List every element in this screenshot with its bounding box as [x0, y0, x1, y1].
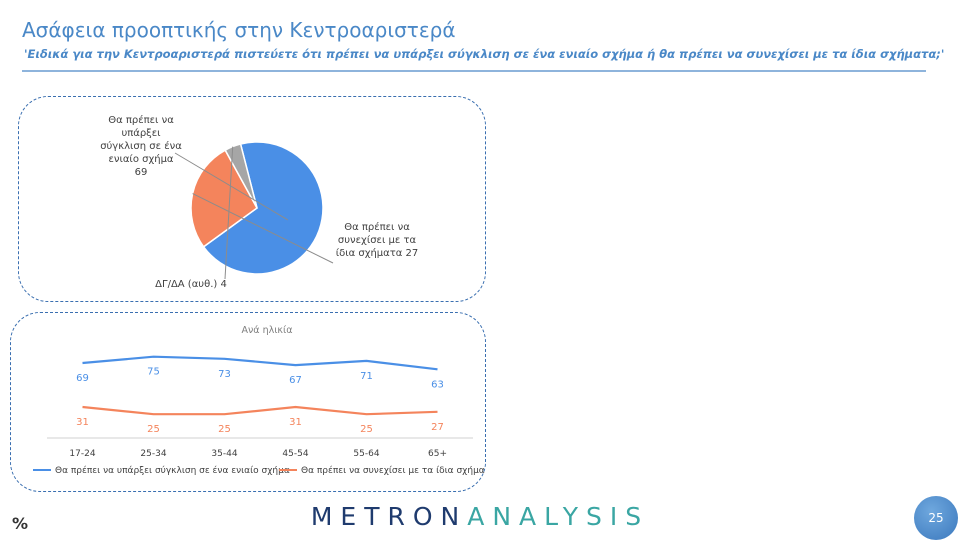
pie-chart: Θα πρέπει να υπάρξει σύγκλιση σε ένα ενιαίο… — [100, 114, 419, 290]
series-continue-line — [82, 405, 438, 416]
page-title: Ασάφεια προοπτικής στην Κεντροαριστερά — [22, 18, 456, 42]
pie-label-continue: Θα πρέπει να συνεχίσει με τα ίδια σχήματα … — [336, 221, 419, 259]
series-continue-legend-label: Θα πρέπει να συνεχίσει με τα ίδια σχήματ… — [301, 465, 485, 476]
series-convergence-value-label: 69 — [76, 373, 89, 384]
series-continue-value-label: 25 — [218, 424, 231, 435]
series-continue-value-label: 31 — [289, 417, 302, 428]
series-convergence-value-label: 73 — [218, 369, 231, 380]
series-convergence-value-label: 63 — [431, 379, 444, 390]
x-tick-label: 35-44 — [211, 449, 237, 459]
pie-leader-convergence — [174, 152, 289, 221]
series-convergence-line — [82, 355, 438, 371]
percent-symbol: % — [12, 514, 29, 533]
x-tick-label: 55-64 — [353, 449, 379, 459]
x-tick-label: 45-54 — [282, 449, 308, 459]
line-chart-title: Ανά ηλικία — [241, 325, 292, 336]
series-convergence-legend-label: Θα πρέπει να υπάρξει σύγκλιση σε ένα ενι… — [55, 465, 290, 476]
brand-logo: METRONANALYSIS — [0, 502, 960, 531]
question-subtitle: 'Ειδικά για την Κεντροαριστερά πιστεύετε… — [24, 47, 945, 61]
pie-slice-dk-na — [224, 143, 258, 209]
series-convergence-value-label: 67 — [289, 375, 302, 386]
line-chart: Ανά ηλικία 69 75 73 67 71 63 31 25 25 31 25 27 17-24… — [33, 325, 496, 476]
header-divider — [22, 70, 926, 72]
x-tick-label: 25-34 — [140, 449, 166, 459]
series-continue-value-label: 27 — [431, 422, 444, 433]
pie-label-dk-na: ΔΓ/ΔΑ (αυθ.) 4 — [155, 279, 227, 290]
x-tick-label: 17-24 — [69, 449, 95, 459]
series-continue-value-label: 25 — [360, 424, 373, 435]
series-convergence-value-label: 75 — [147, 367, 160, 378]
brand-logo-dark: METRON — [310, 502, 468, 531]
x-tick-label: 65+ — [428, 449, 447, 459]
pie-chart-panel: Θα πρέπει να υπάρξει σύγκλιση σε ένα ενιαίο… — [18, 96, 486, 302]
series-continue-value-label: 25 — [147, 424, 160, 435]
series-convergence-value-label: 71 — [360, 371, 373, 382]
line-chart-panel: Ανά ηλικία 69 75 73 67 71 63 31 25 25 31 25 27 17-24… — [10, 312, 496, 492]
pie-leader-continue — [192, 193, 334, 264]
page-number-badge: 25 — [914, 496, 958, 540]
brand-logo-accent: ANALYSIS — [467, 502, 650, 531]
pie-slice-convergence — [202, 141, 324, 275]
pie-leader-dk-na — [224, 146, 234, 280]
pie-label-convergence: Θα πρέπει να υπάρξει σύγκλιση σε ένα ενιαίο… — [100, 114, 182, 178]
series-continue-value-label: 31 — [76, 417, 89, 428]
